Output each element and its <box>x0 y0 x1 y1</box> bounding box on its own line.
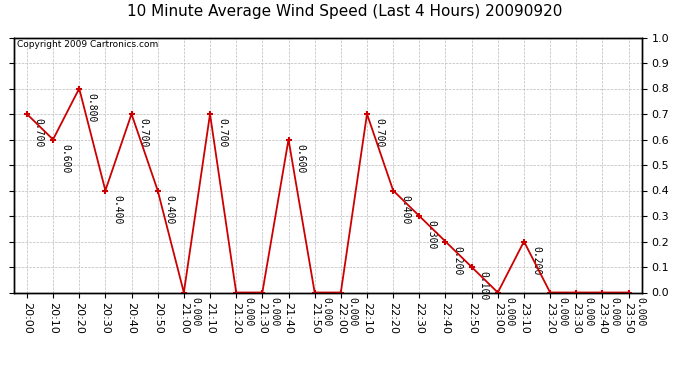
Text: 0.000: 0.000 <box>348 297 358 326</box>
Text: 0.000: 0.000 <box>635 297 646 326</box>
Text: 10 Minute Average Wind Speed (Last 4 Hours) 20090920: 10 Minute Average Wind Speed (Last 4 Hou… <box>128 4 562 19</box>
Text: 0.000: 0.000 <box>191 297 201 326</box>
Text: 0.400: 0.400 <box>400 195 410 224</box>
Text: 0.000: 0.000 <box>557 297 567 326</box>
Text: 0.200: 0.200 <box>453 246 462 275</box>
Text: 0.600: 0.600 <box>295 144 306 173</box>
Text: 0.000: 0.000 <box>583 297 593 326</box>
Text: Copyright 2009 Cartronics.com: Copyright 2009 Cartronics.com <box>17 40 158 49</box>
Text: 0.800: 0.800 <box>86 93 96 122</box>
Text: 0.000: 0.000 <box>243 297 253 326</box>
Text: 0.400: 0.400 <box>165 195 175 224</box>
Text: 0.700: 0.700 <box>34 118 44 147</box>
Text: 0.700: 0.700 <box>217 118 227 147</box>
Text: 0.000: 0.000 <box>322 297 332 326</box>
Text: 0.400: 0.400 <box>112 195 122 224</box>
Text: 0.700: 0.700 <box>374 118 384 147</box>
Text: 0.200: 0.200 <box>531 246 541 275</box>
Text: 0.100: 0.100 <box>479 271 489 300</box>
Text: 0.000: 0.000 <box>505 297 515 326</box>
Text: 0.700: 0.700 <box>139 118 148 147</box>
Text: 0.000: 0.000 <box>609 297 620 326</box>
Text: 0.600: 0.600 <box>60 144 70 173</box>
Text: 0.300: 0.300 <box>426 220 436 249</box>
Text: 0.000: 0.000 <box>269 297 279 326</box>
